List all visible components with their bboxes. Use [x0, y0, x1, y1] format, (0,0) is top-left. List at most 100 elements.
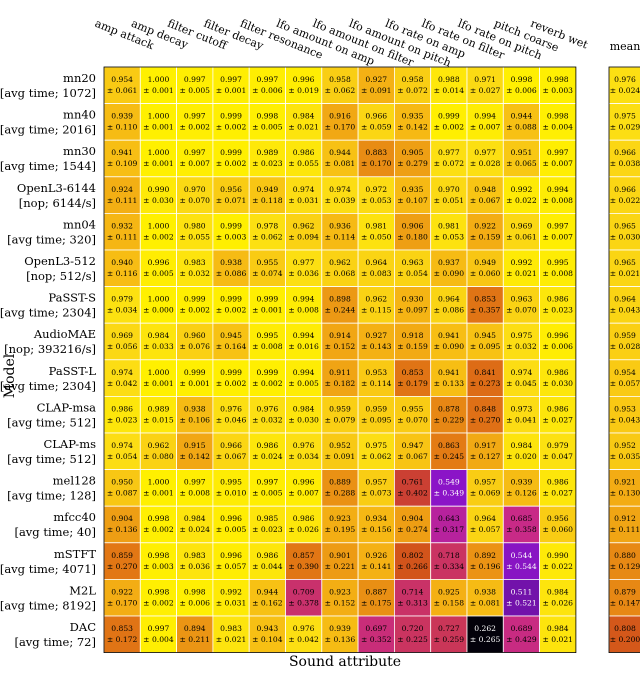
cell-std: ± 0.002	[143, 525, 174, 534]
heatmap-cell	[466, 505, 504, 544]
cell-std: ± 0.004	[542, 123, 573, 132]
cell-std: ± 0.313	[397, 598, 428, 607]
cell-mean: 0.926	[365, 551, 387, 560]
cell-mean: 0.544	[511, 551, 533, 560]
heatmap-cell	[321, 322, 359, 361]
heatmap-cell	[393, 286, 432, 324]
cell-mean: 0.996	[293, 478, 315, 487]
cell-std: ± 0.002	[143, 598, 174, 607]
row-sublabel: [nop; 512/s]	[26, 269, 96, 283]
cell-mean: 0.924	[111, 185, 133, 194]
cell-mean: 0.944	[329, 148, 351, 157]
cell-mean: 0.989	[148, 404, 170, 413]
cell-mean: 0.994	[293, 331, 315, 340]
cell-mean: 0.922	[474, 221, 496, 230]
mean-cell-value: 0.976	[614, 75, 636, 84]
mean-cell-std: ± 0.029	[610, 123, 640, 132]
cell-std: ± 0.062	[252, 232, 283, 241]
cell-mean: 0.911	[329, 368, 351, 377]
heatmap-cell	[285, 432, 323, 470]
row-sublabel: [avg time; 8192]	[0, 598, 96, 612]
heatmap-cell	[285, 103, 323, 141]
cell-std: ± 0.429	[506, 635, 537, 644]
cell-std: ± 0.390	[288, 562, 319, 571]
cell-std: ± 0.244	[325, 306, 356, 315]
mean-cell-std: ± 0.030	[610, 232, 640, 241]
cell-mean: 0.892	[474, 551, 496, 560]
heatmap-cell	[393, 395, 432, 434]
mean-cell	[608, 103, 640, 141]
heatmap-cell	[103, 176, 141, 214]
heatmap-cell	[430, 286, 468, 324]
cell-mean: 0.957	[474, 478, 496, 487]
heatmap-cell	[539, 286, 577, 324]
row-label: mn30	[63, 144, 96, 158]
cell-std: ± 0.229	[434, 415, 465, 424]
cell-mean: 0.997	[184, 75, 206, 84]
mean-cell	[608, 432, 640, 470]
row-sublabel: [avg time; 72]	[14, 635, 96, 649]
cell-std: ± 0.027	[542, 489, 573, 498]
heatmap-cell	[248, 139, 286, 178]
heatmap-cell	[139, 322, 178, 361]
y-axis-label: Model	[2, 353, 18, 398]
cell-mean: 0.958	[329, 75, 351, 84]
cell-std: ± 0.024	[252, 452, 283, 461]
cell-mean: 0.992	[511, 258, 533, 267]
cell-mean: 0.997	[184, 478, 206, 487]
row-sublabel: [nop; 6144/s]	[19, 196, 96, 210]
cell-std: ± 0.107	[397, 196, 428, 205]
cell-mean: 0.906	[402, 221, 424, 230]
row-sublabel: [avg time; 4071]	[0, 562, 96, 576]
heatmap-cell	[502, 66, 540, 104]
cell-mean: 0.939	[511, 478, 533, 487]
cell-std: ± 0.032	[179, 269, 210, 278]
cell-std: ± 0.002	[143, 232, 174, 241]
heatmap-cell	[176, 542, 214, 580]
cell-mean: 0.999	[256, 368, 278, 377]
cell-std: ± 0.007	[288, 489, 319, 498]
cell-std: ± 0.221	[325, 562, 356, 571]
cell-mean: 0.996	[148, 258, 170, 267]
cell-mean: 0.915	[184, 441, 206, 450]
heatmap-cell	[539, 505, 577, 544]
cell-mean: 0.952	[329, 441, 351, 450]
cell-mean: 0.934	[365, 514, 387, 523]
cell-std: ± 0.003	[216, 232, 247, 241]
cell-std: ± 0.068	[325, 269, 356, 278]
heatmap-cell	[103, 505, 141, 544]
cell-std: ± 0.005	[288, 379, 319, 388]
cell-std: ± 0.067	[470, 196, 501, 205]
heatmap-cell	[357, 322, 395, 361]
heatmap-cell	[139, 176, 178, 214]
cell-mean: 0.963	[402, 258, 424, 267]
cell-std: ± 0.001	[143, 379, 174, 388]
heatmap-cell	[321, 432, 359, 470]
heatmap-cell	[285, 395, 323, 434]
cell-mean: 0.995	[220, 478, 242, 487]
cell-std: ± 0.033	[143, 342, 174, 351]
cell-std: ± 0.081	[470, 598, 501, 607]
cell-mean: 0.549	[438, 478, 460, 487]
cell-std: ± 0.061	[107, 86, 138, 95]
cell-std: ± 0.054	[107, 452, 138, 461]
cell-std: ± 0.175	[361, 598, 392, 607]
cell-mean: 0.998	[547, 75, 569, 84]
mean-cell-value: 0.879	[614, 587, 636, 596]
heatmap-cell	[103, 103, 141, 141]
cell-std: ± 0.042	[107, 379, 138, 388]
row-sublabel: [avg time; 128]	[7, 489, 96, 503]
cell-mean: 0.905	[402, 148, 424, 157]
cell-std: ± 0.001	[143, 489, 174, 498]
cell-std: ± 0.106	[179, 415, 210, 424]
cell-std: ± 0.170	[361, 159, 392, 168]
heatmap-cell	[285, 359, 323, 397]
cell-mean: 0.986	[547, 368, 569, 377]
cell-mean: 0.999	[184, 295, 206, 304]
cell-mean: 0.917	[474, 441, 496, 450]
heatmap-cell	[430, 542, 468, 580]
cell-mean: 0.922	[111, 587, 133, 596]
cell-mean: 1.000	[148, 478, 170, 487]
mean-cell	[608, 322, 640, 361]
cell-mean: 0.997	[256, 478, 278, 487]
